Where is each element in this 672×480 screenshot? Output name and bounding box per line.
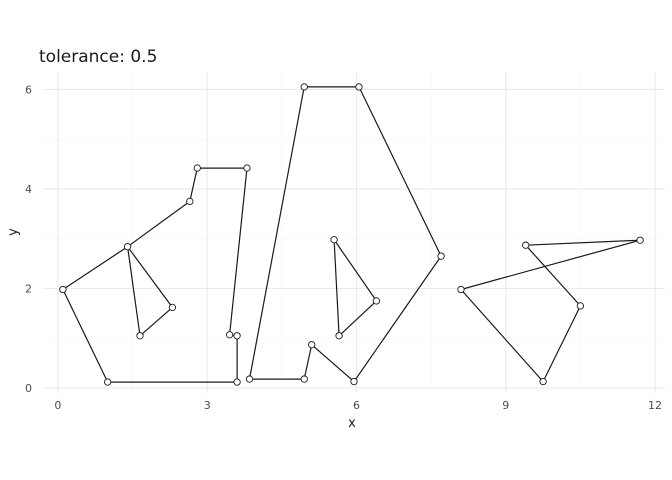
data-point <box>300 83 308 91</box>
data-point <box>243 164 251 172</box>
y-tick-label: 4 <box>25 183 32 196</box>
data-point <box>522 241 530 249</box>
data-point <box>59 285 67 294</box>
y-tick-label: 0 <box>25 382 32 395</box>
data-point <box>308 341 316 349</box>
data-point <box>136 332 144 340</box>
data-point <box>636 236 644 244</box>
data-point <box>233 378 241 386</box>
data-point <box>355 83 363 91</box>
data-point <box>539 377 547 386</box>
data-point <box>350 377 358 386</box>
data-point <box>372 297 381 305</box>
series-line <box>333 239 377 337</box>
data-point <box>300 375 308 383</box>
y-axis-ticks: 0 2 4 6 <box>25 83 32 395</box>
x-axis-title: x <box>348 416 356 431</box>
data-point <box>576 302 585 310</box>
series-layer <box>62 86 641 383</box>
series-line <box>62 167 248 383</box>
points-layer <box>59 83 644 386</box>
chart-title: tolerance: 0.5 <box>39 47 157 67</box>
data-point <box>330 236 338 244</box>
data-point <box>245 375 254 383</box>
x-tick-label: 12 <box>648 399 662 412</box>
data-point <box>233 332 241 340</box>
x-tick-label: 3 <box>204 399 211 412</box>
y-tick-label: 6 <box>25 83 32 96</box>
x-tick-label: 0 <box>54 399 61 412</box>
series-line <box>248 86 442 383</box>
x-tick-label: 9 <box>502 399 509 412</box>
data-point <box>335 332 343 340</box>
y-axis-title: y <box>6 228 21 236</box>
data-point <box>225 331 234 339</box>
y-tick-label: 2 <box>25 282 32 295</box>
data-point <box>186 197 194 206</box>
minor-gridlines <box>43 72 665 393</box>
data-point <box>457 285 465 294</box>
data-point <box>168 303 177 312</box>
data-point <box>193 164 201 172</box>
x-tick-label: 6 <box>353 399 360 412</box>
data-point <box>437 252 445 260</box>
data-point <box>123 243 132 251</box>
x-axis-ticks: 0 3 6 9 12 <box>54 399 662 412</box>
data-point <box>104 378 112 386</box>
major-gridlines <box>43 72 665 393</box>
series-line <box>460 239 641 383</box>
